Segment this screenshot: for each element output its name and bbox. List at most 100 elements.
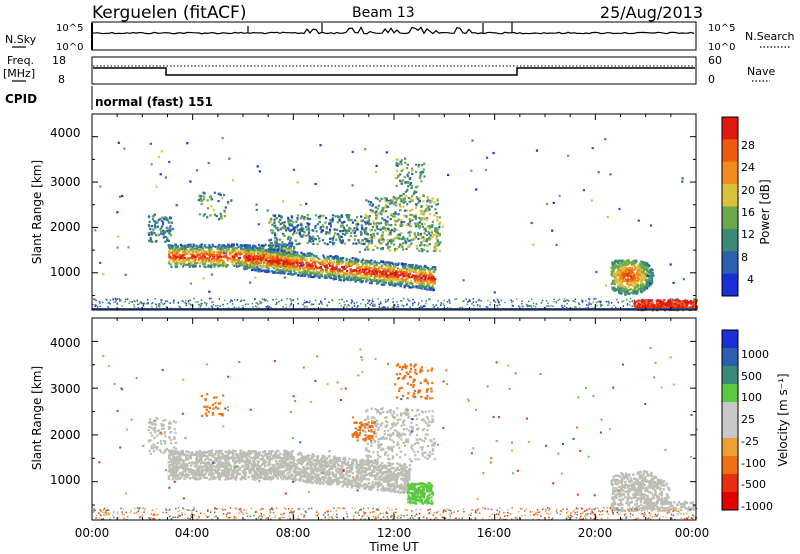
power-cell xyxy=(329,221,332,224)
power-cell xyxy=(401,267,404,271)
power-cell xyxy=(382,270,385,273)
power-cell xyxy=(203,259,206,262)
power-cell xyxy=(405,277,408,280)
power-cell xyxy=(171,244,174,247)
power-cell xyxy=(282,263,285,266)
power-cell xyxy=(118,297,120,300)
power-cell xyxy=(288,270,291,273)
power-cell xyxy=(408,177,412,180)
power-cell xyxy=(282,223,286,226)
power-cell xyxy=(302,234,305,237)
power-cell xyxy=(253,249,257,252)
power-cell xyxy=(377,268,380,271)
power-cell xyxy=(363,242,366,245)
power-cell xyxy=(178,305,180,307)
power-cell xyxy=(244,263,247,266)
power-cell xyxy=(151,306,153,308)
power-cell xyxy=(414,213,417,216)
power-cell xyxy=(468,299,471,301)
power-cell xyxy=(212,245,215,248)
power-cell xyxy=(181,261,184,264)
power-cell xyxy=(635,291,638,294)
power-cell xyxy=(646,267,649,271)
power-cell xyxy=(294,239,297,242)
power-cell xyxy=(642,273,645,277)
power-cell xyxy=(622,269,625,272)
power-cell xyxy=(270,307,273,309)
power-cell xyxy=(364,230,368,233)
power-cell xyxy=(617,285,620,288)
power-cell xyxy=(426,217,429,220)
power-cell xyxy=(245,256,248,259)
power-cell xyxy=(286,262,289,265)
power-cell xyxy=(301,261,304,264)
power-cell xyxy=(266,270,269,274)
power-cell xyxy=(504,301,506,304)
power-cell xyxy=(177,251,180,254)
power-cell xyxy=(365,266,368,269)
power-cell xyxy=(239,260,242,263)
power-cell xyxy=(620,265,623,268)
power-cell xyxy=(397,162,400,166)
power-cell xyxy=(390,242,393,245)
power-cell xyxy=(256,248,260,251)
power-cell xyxy=(215,257,218,260)
power-cell xyxy=(646,270,649,273)
power-cell xyxy=(308,229,311,232)
power-cell xyxy=(99,302,101,304)
power-cell xyxy=(332,278,335,281)
power-cell xyxy=(339,235,342,238)
power-cell xyxy=(338,219,341,222)
freq-tick-high: 18 xyxy=(52,54,66,67)
power-cell xyxy=(671,298,673,300)
power-cell xyxy=(332,243,335,246)
nave-tick-low: 0 xyxy=(708,73,715,86)
power-cell xyxy=(308,223,311,226)
power-cell xyxy=(411,167,414,170)
power-cell xyxy=(365,240,368,243)
power-cell xyxy=(210,252,213,255)
power-cell xyxy=(620,262,623,265)
power-cell xyxy=(292,231,295,234)
power-cell xyxy=(196,261,199,264)
power-cell xyxy=(417,222,420,225)
power-cell xyxy=(170,265,173,269)
power-cell xyxy=(309,217,312,221)
power-cell xyxy=(406,175,409,178)
power-cell xyxy=(411,270,414,273)
power-cell xyxy=(633,291,637,294)
power-cell xyxy=(394,264,397,267)
power-cell xyxy=(642,283,645,286)
power-cell xyxy=(400,163,403,166)
power-cell xyxy=(309,273,312,276)
power-cell xyxy=(333,228,336,231)
power-cell xyxy=(414,270,418,273)
power-cell xyxy=(638,273,641,276)
power-cell xyxy=(259,261,262,264)
power-cell xyxy=(618,262,621,266)
power-cell xyxy=(633,304,636,307)
power-cell xyxy=(600,305,602,307)
power-cell xyxy=(376,207,379,210)
power-cell xyxy=(394,271,398,274)
power-cell xyxy=(314,224,317,227)
power-cell xyxy=(281,244,285,247)
power-cell xyxy=(359,230,362,233)
power-cell xyxy=(210,266,213,269)
power-cell xyxy=(614,274,617,277)
power-cell xyxy=(420,235,423,238)
power-cell xyxy=(471,303,473,305)
power-cell xyxy=(173,257,176,260)
power-cell xyxy=(292,265,295,268)
power-cell xyxy=(356,307,358,309)
power-cell xyxy=(611,265,615,269)
power-cell xyxy=(296,224,300,227)
power-cell xyxy=(404,209,407,212)
power-cell xyxy=(154,234,157,237)
power-cell xyxy=(282,227,285,230)
power-cell xyxy=(418,197,421,200)
power-cell xyxy=(174,252,177,255)
power-cell xyxy=(259,302,261,305)
power-cell xyxy=(277,267,280,270)
power-cell xyxy=(324,216,328,220)
